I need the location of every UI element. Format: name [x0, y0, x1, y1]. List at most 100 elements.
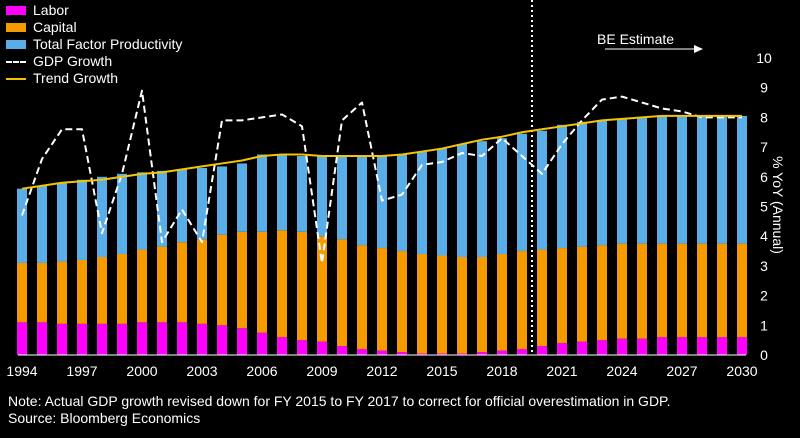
x-tick-label-2015: 2015: [426, 363, 457, 379]
bar-labor-1996: [57, 323, 67, 355]
bar-total-factor-productivity-2014: [417, 151, 427, 255]
legend-label-tfp: Total Factor Productivity: [33, 36, 183, 52]
bar-capital-2000: [137, 249, 147, 323]
x-tick-label-2009: 2009: [306, 363, 337, 379]
bar-capital-2010: [337, 239, 347, 347]
bar-labor-2022: [577, 341, 587, 355]
bar-capital-2016: [457, 256, 467, 354]
x-tick-label-2021: 2021: [546, 363, 577, 379]
x-tick-label-2012: 2012: [366, 363, 397, 379]
x-tick-label-1997: 1997: [66, 363, 97, 379]
legend-item-trend-growth: Trend Growth: [6, 70, 182, 87]
x-tick-label-2003: 2003: [186, 363, 217, 379]
bar-total-factor-productivity-2013: [397, 154, 407, 252]
bar-labor-2001: [157, 322, 167, 355]
y-tick-label-3: 3: [760, 258, 768, 274]
bar-capital-2015: [437, 255, 447, 354]
bar-total-factor-productivity-2024: [617, 118, 627, 244]
bar-total-factor-productivity-2022: [577, 121, 587, 247]
bar-labor-2021: [557, 343, 567, 355]
x-tick-label-1994: 1994: [6, 363, 37, 379]
x-tick-label-2027: 2027: [666, 363, 697, 379]
bar-capital-2014: [417, 254, 427, 354]
bar-total-factor-productivity-2000: [137, 172, 147, 250]
bar-labor-2009: [317, 341, 327, 355]
bar-total-factor-productivity-2029: [717, 115, 727, 244]
legend-swatch-tfp: [6, 40, 26, 49]
bar-capital-2024: [617, 243, 627, 339]
bar-total-factor-productivity-2028: [697, 115, 707, 244]
bar-total-factor-productivity-2002: [177, 169, 187, 243]
bar-capital-2006: [257, 231, 267, 333]
bar-total-factor-productivity-2030: [737, 115, 747, 244]
y-tick-label-9: 9: [760, 80, 768, 96]
bar-labor-2030: [737, 337, 747, 355]
bar-labor-2028: [697, 337, 707, 355]
bar-labor-2006: [257, 332, 267, 355]
bar-capital-2005: [237, 231, 247, 329]
bar-labor-2002: [177, 322, 187, 355]
bar-labor-2000: [137, 322, 147, 355]
bar-total-factor-productivity-2012: [377, 156, 387, 249]
x-tick-label-2030: 2030: [726, 363, 757, 379]
bar-total-factor-productivity-2018: [497, 138, 507, 255]
legend: Labor Capital Total Factor Productivity …: [6, 2, 182, 87]
estimate-label: BE Estimate: [597, 31, 675, 47]
bar-capital-2021: [557, 248, 567, 344]
bar-capital-1995: [37, 262, 47, 323]
bar-capital-1999: [117, 254, 127, 324]
bar-labor-2024: [617, 338, 627, 355]
bar-capital-2008: [297, 231, 307, 341]
bar-total-factor-productivity-2006: [257, 154, 267, 232]
bar-labor-2016: [457, 353, 467, 355]
bar-total-factor-productivity-1997: [77, 179, 87, 260]
bar-total-factor-productivity-2021: [557, 124, 567, 249]
bar-total-factor-productivity-2008: [297, 156, 307, 232]
estimate-arrow-head: [694, 45, 703, 53]
bar-labor-2029: [717, 337, 727, 355]
bar-labor-2027: [677, 337, 687, 355]
bar-labor-2012: [377, 350, 387, 355]
legend-item-capital: Capital: [6, 19, 182, 36]
chart-notes: Note: Actual GDP growth revised down for…: [8, 393, 670, 427]
y-tick-label-7: 7: [760, 139, 768, 155]
bar-total-factor-productivity-2007: [277, 154, 287, 231]
bar-total-factor-productivity-2004: [217, 166, 227, 235]
source-line: Source: Bloomberg Economics: [8, 410, 201, 426]
y-tick-label-10: 10: [756, 50, 772, 66]
legend-swatch-capital: [6, 23, 26, 32]
bar-labor-2026: [657, 337, 667, 355]
bar-total-factor-productivity-2003: [197, 167, 207, 240]
bar-total-factor-productivity-2017: [477, 141, 487, 257]
legend-swatch-labor: [6, 6, 26, 15]
bar-capital-2001: [157, 246, 167, 323]
bar-total-factor-productivity-2016: [457, 144, 467, 257]
y-tick-label-4: 4: [760, 228, 768, 244]
bar-labor-2005: [237, 328, 247, 355]
bar-total-factor-productivity-2015: [437, 148, 447, 256]
bar-capital-2018: [497, 254, 507, 351]
bar-labor-2025: [637, 338, 647, 355]
bar-capital-1997: [77, 259, 87, 324]
bar-capital-2028: [697, 243, 707, 338]
bar-total-factor-productivity-1994: [17, 188, 27, 263]
bar-labor-2013: [397, 352, 407, 355]
bar-capital-2012: [377, 248, 387, 351]
bar-capital-2009: [317, 236, 327, 342]
bar-total-factor-productivity-2010: [337, 156, 347, 240]
x-tick-label-2018: 2018: [486, 363, 517, 379]
bar-total-factor-productivity-2011: [357, 156, 367, 246]
bar-labor-2018: [497, 350, 507, 355]
bar-labor-2011: [357, 349, 367, 355]
bar-total-factor-productivity-2020: [537, 130, 547, 250]
bar-total-factor-productivity-2009: [317, 156, 327, 237]
x-tick-label-2024: 2024: [606, 363, 637, 379]
bar-labor-2017: [477, 352, 487, 355]
x-tick-label-2000: 2000: [126, 363, 157, 379]
bar-labor-2020: [537, 346, 547, 355]
legend-label-trend-growth: Trend Growth: [33, 70, 119, 86]
y-tick-label-2: 2: [760, 288, 768, 304]
legend-item-tfp: Total Factor Productivity: [6, 36, 182, 53]
bar-total-factor-productivity-1995: [37, 185, 47, 263]
